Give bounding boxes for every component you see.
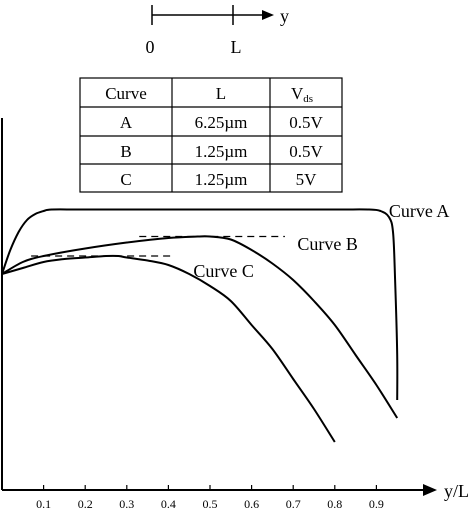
table-cell-curve-b: B xyxy=(120,142,131,161)
table-cell-length-b: 1.25µm xyxy=(195,142,248,161)
schematic-arrowhead xyxy=(262,10,274,20)
table-header-length: L xyxy=(216,84,226,103)
x-tick-label: 0.7 xyxy=(286,497,301,510)
series-labels: Curve A Curve B Curve C xyxy=(193,201,449,281)
x-tick-label: 0.1 xyxy=(36,497,51,510)
table-header-vds-subscript: ds xyxy=(303,93,313,105)
x-tick-label: 0.5 xyxy=(203,497,218,510)
table-header-vds-main: V xyxy=(291,84,304,103)
table-cell-vds-a: 0.5V xyxy=(289,113,323,132)
x-tick-label: 0.6 xyxy=(244,497,259,510)
table-cell-vds-b: 0.5V xyxy=(289,142,323,161)
schematic-start-label: 0 xyxy=(146,37,155,57)
label-curve-c: Curve C xyxy=(193,261,254,281)
series-lines xyxy=(1,208,399,443)
schematic-axis-label: y xyxy=(280,6,289,26)
x-tick-label: 0.8 xyxy=(327,497,342,510)
x-axis-ticks: 0.1 0.2 0.3 0.4 0.5 0.6 0.7 0.8 0.9 xyxy=(36,485,384,510)
table-header-vds: Vds xyxy=(291,84,313,105)
schematic-end-label: L xyxy=(231,37,242,57)
y-axis-schematic: y 0 L xyxy=(146,5,289,57)
series-curve-b xyxy=(1,235,399,419)
series-curve-a xyxy=(1,208,399,401)
series-curve-c xyxy=(1,254,336,443)
x-tick-label: 0.4 xyxy=(161,497,176,510)
parameter-table: Curve L Vds A 6.25µm 0.5V B 1.25µm 0.5V … xyxy=(79,77,343,193)
axes: y/L xyxy=(1,118,469,501)
x-tick-label: 0.2 xyxy=(78,497,93,510)
table-border xyxy=(79,77,343,193)
x-tick-label: 0.3 xyxy=(119,497,134,510)
label-curve-b: Curve B xyxy=(297,234,358,254)
x-axis-label: y/L xyxy=(444,481,469,501)
table-cell-curve-c: C xyxy=(120,170,131,189)
table-cell-curve-a: A xyxy=(120,113,133,132)
label-curve-a: Curve A xyxy=(389,201,450,221)
table-header-curve: Curve xyxy=(105,84,147,103)
table-cell-length-a: 6.25µm xyxy=(195,113,248,132)
x-tick-label: 0.9 xyxy=(369,497,384,510)
x-axis-arrowhead xyxy=(423,484,437,496)
table-cell-length-c: 1.25µm xyxy=(195,170,248,189)
table-cell-vds-c: 5V xyxy=(296,170,318,189)
